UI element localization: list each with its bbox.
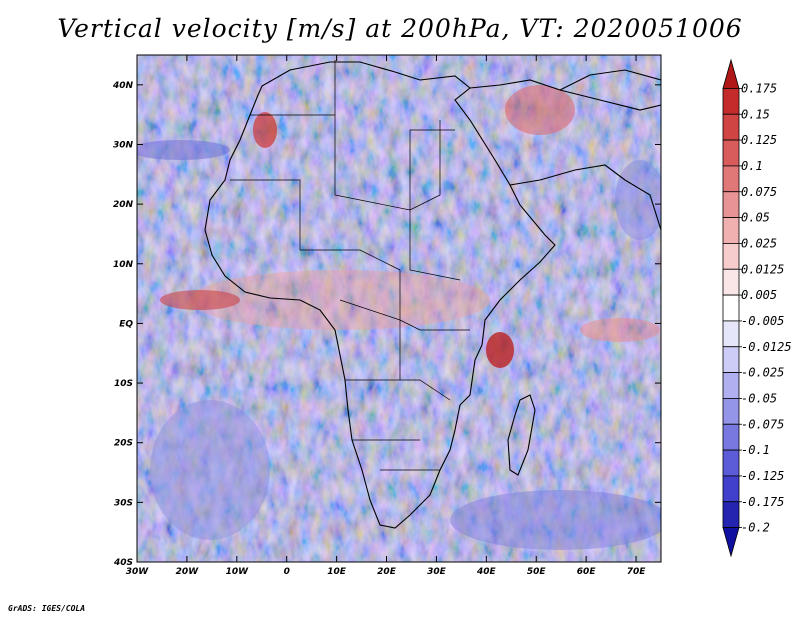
colorbar-segment xyxy=(722,58,740,89)
colorbar-segment xyxy=(722,243,740,270)
lat-tick-label: EQ xyxy=(119,319,133,329)
colorbar-label: 0.175 xyxy=(741,81,777,95)
lon-tick-label: 0 xyxy=(284,567,290,577)
colorbar-label: 0.005 xyxy=(741,288,777,302)
lat-tick-label: 30N xyxy=(113,140,134,150)
colorbar-segment xyxy=(722,217,740,244)
colorbar-segment xyxy=(722,165,740,193)
colorbar-label: -0.005 xyxy=(741,314,784,328)
colorbar-label: -0.175 xyxy=(741,495,784,509)
colorbar-segment xyxy=(722,320,740,348)
lat-tick-label: 40N xyxy=(112,81,134,91)
colorbar-segment xyxy=(722,139,740,167)
lon-tick-label: 20E xyxy=(377,567,397,577)
colorbar-label: -0.1 xyxy=(741,443,770,457)
lat-tick-label: 10S xyxy=(114,379,133,389)
map-frame xyxy=(136,54,662,563)
latitude-ticks: 40N 30N 20N 10N EQ 10S 20S 30S 40S xyxy=(112,81,661,568)
colorbar: 0.175 0.15 0.125 0.1 0.075 0.05 0.025 0.0125 0.0… xyxy=(722,58,792,558)
colorbar-label: 0.1 xyxy=(741,159,763,173)
colorbar-segment xyxy=(722,423,740,451)
chart-title: Vertical velocity [m/s] at 200hPa, VT: 2… xyxy=(57,14,743,43)
longitude-ticks: 30W 20W 10W 0 10E 20E 30E 40E 50E 60E 70E xyxy=(126,55,646,577)
colorbar-segment xyxy=(722,372,740,399)
lon-tick-label: 10E xyxy=(327,567,347,577)
colorbar-segment xyxy=(722,449,740,477)
colorbar-segment xyxy=(722,527,740,558)
colorbar-label: 0.05 xyxy=(741,211,770,225)
colorbar-label: 0.075 xyxy=(741,185,777,199)
lat-tick-label: 40S xyxy=(113,558,133,568)
lon-tick-label: 20W xyxy=(176,567,200,577)
lat-tick-label: 10N xyxy=(113,260,134,270)
colorbar-label: 0.0125 xyxy=(741,262,784,276)
colorbar-segment xyxy=(722,501,740,528)
lon-tick-label: 40E xyxy=(476,567,497,577)
lon-tick-label: 30W xyxy=(126,567,150,577)
colorbar-label: -0.05 xyxy=(741,391,777,405)
colorbar-segment xyxy=(722,398,740,425)
colorbar-label: 0.025 xyxy=(741,236,777,250)
colorbar-segment xyxy=(722,346,740,373)
colorbar-segment xyxy=(722,268,740,296)
lon-tick-label: 50E xyxy=(527,567,547,577)
colorbar-label: 0.125 xyxy=(741,133,777,147)
colorbar-label: -0.2 xyxy=(741,521,770,535)
colorbar-segment xyxy=(722,475,740,503)
colorbar-label: 0.15 xyxy=(741,107,770,121)
lon-tick-label: 70E xyxy=(627,567,647,577)
lon-tick-label: 10W xyxy=(226,567,250,577)
velocity-field xyxy=(137,55,661,562)
credit-text: GrADS: IGES/COLA xyxy=(8,604,86,613)
lon-tick-label: 30E xyxy=(427,567,447,577)
colorbar-label: -0.025 xyxy=(741,366,784,380)
lat-tick-label: 30S xyxy=(114,498,133,508)
colorbar-label: -0.0125 xyxy=(741,340,792,354)
colorbar-label: -0.125 xyxy=(741,469,784,483)
lat-tick-label: 20N xyxy=(113,200,134,210)
colorbar-segment xyxy=(722,294,740,322)
lat-tick-label: 20S xyxy=(114,439,133,449)
colorbar-segment xyxy=(722,191,740,218)
colorbar-label: -0.075 xyxy=(741,417,784,431)
lon-tick-label: 60E xyxy=(577,567,597,577)
colorbar-segment xyxy=(722,113,740,141)
country-borders xyxy=(230,60,470,471)
colorbar-segment xyxy=(722,88,740,115)
